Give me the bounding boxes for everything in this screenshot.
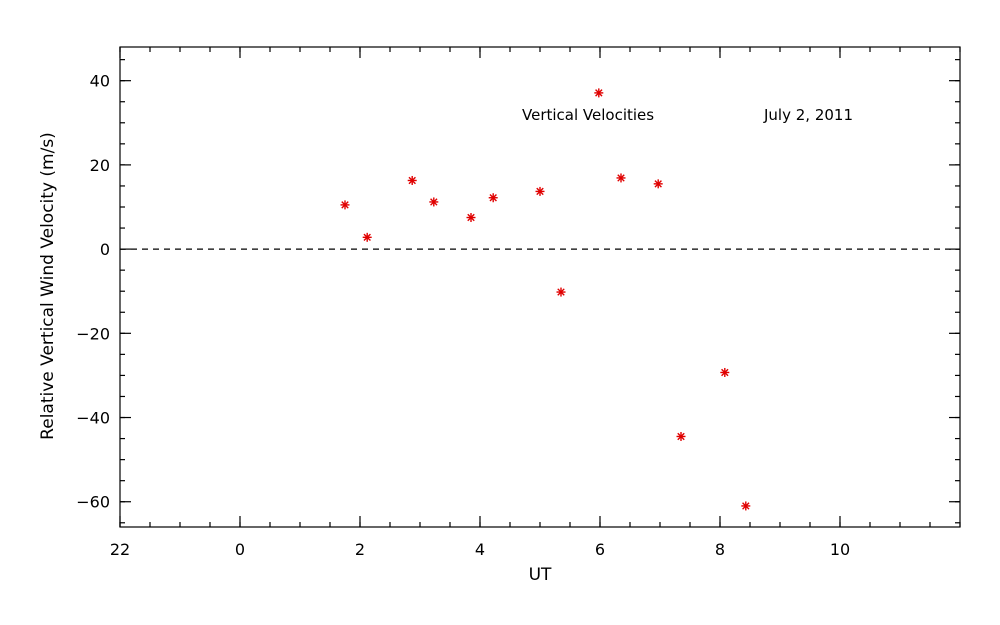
data-point-stroke (557, 288, 565, 296)
data-point (720, 367, 730, 377)
y-tick-label: −20 (76, 324, 110, 343)
y-tick-label: 20 (90, 156, 110, 175)
data-point (535, 186, 545, 196)
data-point (340, 200, 350, 210)
data-point-stroke (489, 194, 497, 202)
data-point (594, 88, 604, 98)
data-point (741, 501, 751, 511)
y-tick-label: −40 (76, 409, 110, 428)
x-tick-labels: 22 0 2 4 6 8 10 (110, 540, 850, 559)
data-point (466, 213, 476, 223)
data-point-stroke (677, 432, 685, 441)
x-tick-label: 22 (110, 540, 130, 559)
data-point (488, 193, 498, 203)
data-point (362, 232, 372, 242)
y-tick-label: 0 (100, 240, 110, 259)
annotation-vertical-velocities: Vertical Velocities (522, 106, 654, 124)
x-tick-label: 0 (235, 540, 245, 559)
x-tick-label: 6 (595, 540, 605, 559)
data-point (556, 287, 566, 297)
plot-frame (119, 46, 961, 528)
data-point-stroke (467, 213, 475, 222)
data-point-stroke (430, 198, 438, 206)
data-point-stroke (363, 233, 371, 242)
data-point (616, 173, 626, 183)
data-point-stroke (536, 187, 544, 196)
data-point-stroke (595, 89, 603, 97)
x-axis-title: UT (529, 565, 552, 585)
data-point (653, 179, 663, 189)
data-point (407, 175, 417, 185)
annotation-date: July 2, 2011 (763, 106, 853, 124)
x-tick-label: 2 (355, 540, 365, 559)
data-point (676, 431, 686, 441)
data-point-stroke (654, 180, 662, 188)
data-point-stroke (721, 368, 729, 377)
x-tick-label: 10 (830, 540, 850, 559)
x-tick-label: 8 (715, 540, 725, 559)
y-tick-labels: −60 −40 −20 0 20 40 (76, 72, 110, 512)
y-tick-label: 40 (90, 72, 110, 91)
data-point-stroke (617, 174, 625, 182)
data-point-stroke (742, 502, 750, 510)
data-point-stroke (341, 201, 349, 209)
x-tick-label: 4 (475, 540, 485, 559)
data-point-stroke (408, 176, 416, 185)
y-tick-label: −60 (76, 493, 110, 512)
data-points (340, 88, 751, 511)
data-point (429, 197, 439, 207)
y-axis-title: Relative Vertical Wind Velocity (m/s) (38, 132, 58, 440)
